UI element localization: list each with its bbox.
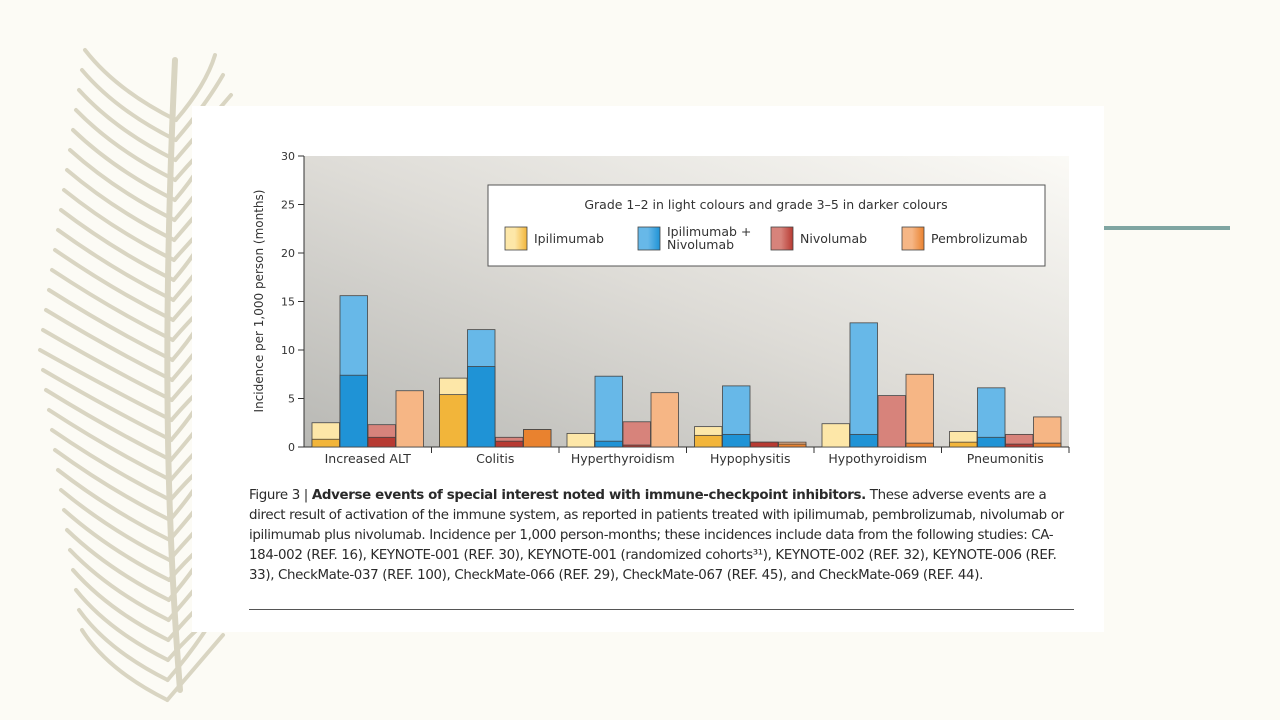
bar-ipilimumab-nivolumab-grade3-5 xyxy=(722,433,751,448)
bar-ipilimumab-grade3-5 xyxy=(439,394,468,448)
bar-nivolumab-grade3-5 xyxy=(750,441,779,448)
y-tick-label: 10 xyxy=(281,344,295,357)
y-axis-label: Incidence per 1,000 person (months) xyxy=(252,190,266,413)
y-tick-label: 5 xyxy=(288,393,295,406)
x-axis: Increased ALT Colitis Hyperthyroidism Hypop… xyxy=(298,446,1070,466)
bar-pembrolizumab-grade1-2 xyxy=(905,373,934,448)
x-tick-label: Hypothyroidism xyxy=(828,451,927,466)
legend-label: Ipilimumab + Nivolumab xyxy=(667,224,751,252)
caption-rule xyxy=(249,609,1074,610)
y-tick-label: 25 xyxy=(281,199,295,212)
bar-ipilimumab-nivolumab-grade3-5 xyxy=(339,374,368,448)
bar-pembrolizumab-grade3-5 xyxy=(1033,442,1062,448)
bar-pembrolizumab-grade1-2 xyxy=(395,390,424,448)
legend-label: Ipilimumab xyxy=(534,231,604,246)
x-tick-label: Hypophysitis xyxy=(710,451,791,466)
y-tick-label: 0 xyxy=(288,441,295,454)
y-tick-label: 30 xyxy=(281,150,295,163)
bar-ipilimumab-nivolumab-grade1-2 xyxy=(849,322,878,448)
bar-ipilimumab-grade3-5 xyxy=(949,441,978,448)
legend-swatch xyxy=(770,226,794,251)
bar-ipilimumab-nivolumab-grade1-2 xyxy=(594,375,623,448)
y-tick-label: 15 xyxy=(281,296,295,309)
bar-nivolumab-grade3-5 xyxy=(495,440,524,448)
legend-swatch xyxy=(637,226,661,251)
bar-nivolumab-grade3-5 xyxy=(367,436,396,448)
legend-title: Grade 1–2 in light colours and grade 3–5… xyxy=(584,197,947,212)
bar-ipilimumab-grade1-2 xyxy=(566,433,595,448)
y-axis: 0 5 10 15 20 25 30 xyxy=(281,150,305,454)
bar-nivolumab-grade3-5 xyxy=(622,444,651,448)
bar-ipilimumab-grade3-5 xyxy=(694,434,723,448)
bar-ipilimumab-grade3-5 xyxy=(311,438,340,448)
caption-body: These adverse events are a direct result… xyxy=(249,488,1064,583)
x-tick-label: Colitis xyxy=(476,451,514,466)
x-tick-label: Pneumonitis xyxy=(967,451,1044,466)
bar-pembrolizumab-grade3-5 xyxy=(778,443,807,448)
legend-box xyxy=(487,184,1046,267)
y-tick-label: 20 xyxy=(281,247,295,260)
bar-ipilimumab-nivolumab-grade3-5 xyxy=(977,436,1006,448)
bar-pembrolizumab-grade1-2 xyxy=(1033,416,1062,448)
figure-card: 0 5 10 15 20 25 30 Increased ALT Colitis Hyperth… xyxy=(192,106,1104,632)
bar-nivolumab-grade3-5 xyxy=(1005,443,1034,448)
legend-swatch xyxy=(504,226,528,251)
bar-ipilimumab-grade1-2 xyxy=(821,423,850,448)
bar-ipilimumab-nivolumab-grade3-5 xyxy=(594,440,623,448)
caption-label: Figure 3 | xyxy=(249,488,312,503)
bar-pembrolizumab-grade3-5 xyxy=(905,442,934,448)
legend-swatch xyxy=(901,226,925,251)
caption-title: Adverse events of special interest noted… xyxy=(311,488,866,503)
legend: Grade 1–2 in light colours and grade 3–5… xyxy=(487,184,1046,267)
bar-nivolumab-grade1-2 xyxy=(622,421,651,448)
bar-ipilimumab-nivolumab-grade3-5 xyxy=(849,433,878,448)
bar-pembrolizumab-grade1-2 xyxy=(650,392,679,448)
bar-pembrolizumab-grade3-5 xyxy=(523,429,552,448)
bar-ipilimumab-nivolumab-grade3-5 xyxy=(467,366,496,448)
accent-line xyxy=(1104,226,1230,230)
x-tick-label: Increased ALT xyxy=(325,451,412,466)
legend-label: Pembrolizumab xyxy=(931,231,1028,246)
bars xyxy=(311,295,1062,448)
legend-label: Nivolumab xyxy=(800,231,867,246)
chart: 0 5 10 15 20 25 30 Increased ALT Colitis Hyperth… xyxy=(252,150,1070,466)
x-tick-label: Hyperthyroidism xyxy=(571,451,675,466)
bar-nivolumab-grade1-2 xyxy=(877,395,906,448)
figure-caption: Figure 3 | Adverse events of special int… xyxy=(249,486,1074,586)
